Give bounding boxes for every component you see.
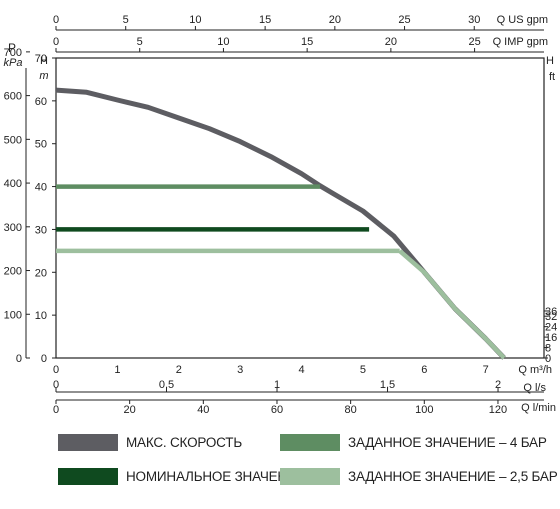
tick-label-lmin-60: 60 — [271, 404, 283, 416]
plot-frame — [55, 57, 545, 359]
tick-label-m-70: 70 — [35, 53, 47, 65]
tick-label-m-40: 40 — [35, 182, 47, 194]
tick-label-imp-gpm-0: 0 — [53, 36, 59, 48]
axis-label-imp-gpm: Q IMP gpm — [493, 36, 548, 48]
tick-label-us-gpm-5: 5 — [123, 14, 129, 26]
tick-label-kpa-700: 700 — [4, 47, 22, 59]
tick-label-m-10: 10 — [35, 310, 47, 322]
tick-label-kpa-100: 100 — [4, 309, 22, 321]
tick-label-imp-gpm-5: 5 — [137, 36, 143, 48]
tick-label-imp-gpm-15: 15 — [301, 36, 313, 48]
tick-label-ls-4: 2 — [495, 379, 501, 391]
tick-label-lmin-20: 20 — [124, 404, 136, 416]
tick-label-ft-8: 8 — [545, 343, 551, 355]
tick-label-us-gpm-10: 10 — [189, 14, 201, 26]
tick-label-ls-3: 1,5 — [380, 379, 395, 391]
tick-label-m3h-7: 7 — [483, 364, 489, 376]
tick-label-lmin-80: 80 — [345, 404, 357, 416]
tick-label-lmin-0: 0 — [53, 404, 59, 416]
tick-label-m-50: 50 — [35, 139, 47, 151]
tick-label-us-gpm-20: 20 — [329, 14, 341, 26]
axis-label-lmin: Q l/min — [521, 402, 556, 414]
tick-label-m-20: 20 — [35, 267, 47, 279]
tick-label-kpa-300: 300 — [4, 222, 22, 234]
axis-label-p: P — [8, 41, 16, 55]
tick-label-us-gpm-25: 25 — [398, 14, 410, 26]
tick-label-m-60: 60 — [35, 96, 47, 108]
tick-label-lmin-120: 120 — [489, 404, 507, 416]
tick-label-us-gpm-15: 15 — [259, 14, 271, 26]
tick-label-m3h-5: 5 — [360, 364, 366, 376]
axis-unit-ft: ft — [549, 71, 555, 83]
tick-label-lmin-40: 40 — [197, 404, 209, 416]
tick-label-ft-24: 24 — [545, 322, 557, 334]
tick-label-ls-1: 0,5 — [159, 379, 174, 391]
axis-label-m3h: Q m³/h — [518, 364, 552, 376]
tick-label-us-gpm-0: 0 — [53, 14, 59, 26]
tick-label-kpa-400: 400 — [4, 178, 22, 190]
tick-label-ls-0: 0 — [53, 379, 59, 391]
tick-label-m3h-0: 0 — [53, 364, 59, 376]
tick-label-us-gpm-30: 30 — [468, 14, 480, 26]
tick-label-ft-16: 16 — [545, 332, 557, 344]
tick-label-imp-gpm-10: 10 — [217, 36, 229, 48]
tick-label-ft-0: 0 — [545, 353, 551, 365]
tick-label-ft-36: 36 — [545, 306, 557, 318]
axes — [25, 26, 548, 404]
tick-label-m-30: 30 — [35, 224, 47, 236]
series-lines — [55, 87, 506, 360]
tick-label-imp-gpm-25: 25 — [468, 36, 480, 48]
tick-label-kpa-200: 200 — [4, 266, 22, 278]
tick-label-m3h-4: 4 — [298, 364, 304, 376]
tick-label-lmin-100: 100 — [415, 404, 433, 416]
tick-label-m3h-3: 3 — [237, 364, 243, 376]
tick-label-kpa-0: 0 — [16, 353, 22, 365]
axis-unit-m: m — [39, 70, 48, 82]
tick-label-ft-32: 32 — [545, 311, 557, 323]
tick-label-kpa-600: 600 — [4, 91, 22, 103]
axis-unit-kpa: kPa — [4, 57, 23, 69]
tick-label-m3h-2: 2 — [176, 364, 182, 376]
tick-label-imp-gpm-20: 20 — [385, 36, 397, 48]
tick-label-m3h-1: 1 — [114, 364, 120, 376]
tick-label-ls-2: 1 — [274, 379, 280, 391]
series-line-3-tail — [398, 249, 506, 360]
axis-label-ls: Q l/s — [523, 382, 546, 394]
tick-label-m-0: 0 — [41, 353, 47, 365]
axis-label-us-gpm: Q US gpm — [497, 14, 548, 26]
tick-label-m3h-6: 6 — [421, 364, 427, 376]
axis-label-h-ft: H — [546, 55, 554, 67]
tick-label-kpa-500: 500 — [4, 134, 22, 146]
axis-label-h-m: H — [40, 55, 48, 67]
